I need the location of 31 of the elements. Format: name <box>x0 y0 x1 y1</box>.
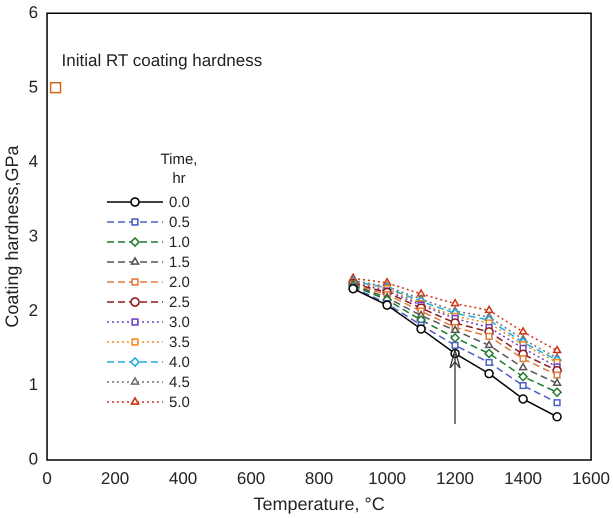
legend-label: 0.0 <box>169 194 190 210</box>
x-axis-title: Temperature, °C <box>253 494 385 514</box>
x-tick-label: 600 <box>236 468 266 488</box>
x-tick-label: 0 <box>42 468 52 488</box>
legend-label: 4.5 <box>169 374 190 390</box>
y-tick-label: 6 <box>28 2 38 22</box>
legend-title: Time, hr <box>160 150 198 188</box>
legend-label: 3.0 <box>169 314 190 330</box>
x-tick-label: 1000 <box>368 468 406 488</box>
legend-label: 1.0 <box>169 234 190 250</box>
y-tick-label: 3 <box>28 226 38 246</box>
legend-label: 2.0 <box>169 274 190 290</box>
legend-label: 4.0 <box>169 354 190 370</box>
annotation: Initial RT coating hardness <box>62 50 262 70</box>
y-tick-label: 4 <box>28 152 38 171</box>
x-tick-label: 1400 <box>504 468 542 488</box>
y-axis-title: Coating hardness,GPa <box>2 144 22 328</box>
x-tick-label: 400 <box>168 468 198 488</box>
legend-label: 3.5 <box>169 334 190 350</box>
y-tick-label: 0 <box>28 450 38 469</box>
x-tick-label: 200 <box>100 468 130 488</box>
y-tick-label: 1 <box>28 375 38 394</box>
x-tick-label: 1200 <box>436 468 474 488</box>
y-tick-label: 2 <box>28 300 38 320</box>
legend-label: 5.0 <box>169 394 190 410</box>
x-tick-label: 800 <box>304 468 334 488</box>
y-tick-label: 5 <box>28 77 38 96</box>
legend-label: 2.5 <box>169 294 190 310</box>
legend-label: 1.5 <box>169 254 190 270</box>
legend-label: 0.5 <box>169 214 190 230</box>
x-tick-label: 1600 <box>572 468 610 488</box>
